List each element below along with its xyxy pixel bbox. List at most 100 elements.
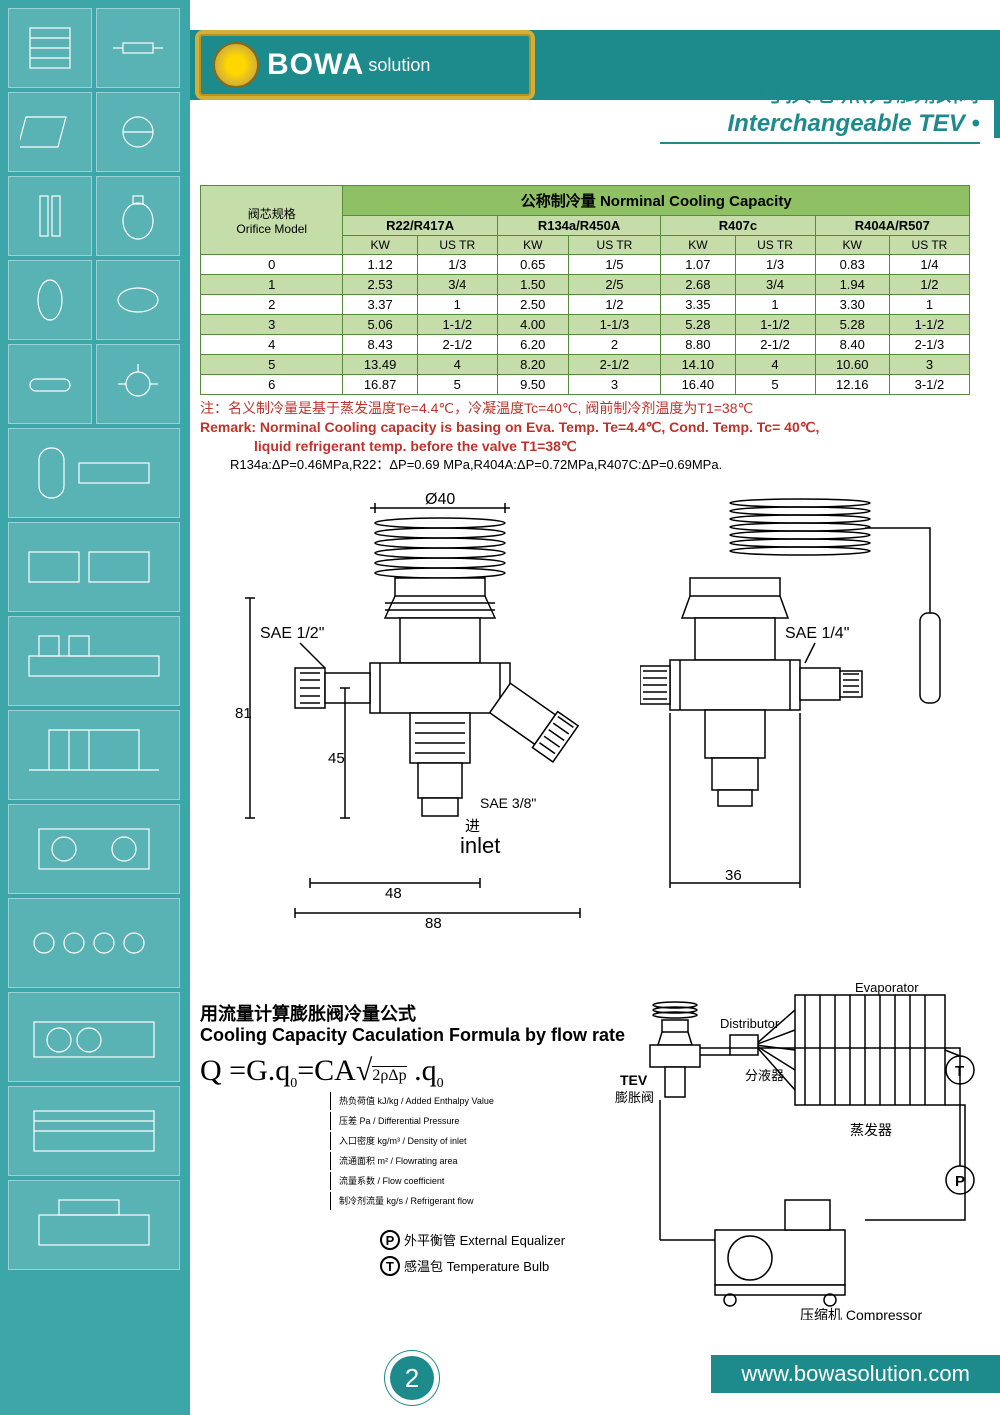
value-cell: 2-1/3 — [889, 335, 969, 355]
unit-header: KW — [343, 236, 417, 255]
unit-header: KW — [497, 236, 568, 255]
value-cell: 3.35 — [661, 295, 735, 315]
value-cell: 8.43 — [343, 335, 417, 355]
svg-text:分液器: 分液器 — [745, 1068, 784, 1083]
value-cell: 1 — [889, 295, 969, 315]
value-cell: 1.12 — [343, 255, 417, 275]
value-cell: 3 — [568, 375, 661, 395]
page-number: 2 — [390, 1356, 434, 1400]
value-cell: 2 — [568, 335, 661, 355]
svg-text:SAE 1/4": SAE 1/4" — [785, 625, 849, 642]
value-cell: 1.94 — [815, 275, 889, 295]
value-cell: 3/4 — [735, 275, 815, 295]
value-cell: 1/4 — [889, 255, 969, 275]
value-cell: 1-1/2 — [417, 315, 497, 335]
svg-text:压缩机 Compressor: 压缩机 Compressor — [800, 1307, 922, 1320]
value-cell: 0.83 — [815, 255, 889, 275]
value-cell: 3 — [889, 355, 969, 375]
page-title: 可换芯热力膨胀阀 Interchangeable TEV — [660, 70, 980, 144]
value-cell: 2.50 — [497, 295, 568, 315]
value-cell: 1/2 — [568, 295, 661, 315]
valve-side-view: SAE 1/4" 36 — [640, 488, 970, 938]
note-zh: 注：名义制冷量是基于蒸发温度Te=4.4℃，冷凝温度Tc=40℃, 阀前制冷剂温… — [200, 399, 980, 418]
sidebar-thumb — [96, 8, 180, 88]
svg-text:36: 36 — [725, 867, 742, 884]
model-cell: 6 — [201, 375, 343, 395]
value-cell: 4 — [417, 355, 497, 375]
sidebar — [0, 0, 190, 1415]
value-cell: 1/3 — [417, 255, 497, 275]
sidebar-thumb — [8, 522, 180, 612]
value-cell: 8.20 — [497, 355, 568, 375]
sidebar-thumb — [96, 260, 180, 340]
svg-text:48: 48 — [385, 885, 402, 902]
sidebar-thumb — [8, 898, 180, 988]
table-notes: 注：名义制冷量是基于蒸发温度Te=4.4℃，冷凝温度Tc=40℃, 阀前制冷剂温… — [200, 399, 980, 473]
value-cell: 2.53 — [343, 275, 417, 295]
refrigerant-header: R404A/R507 — [815, 216, 969, 236]
value-cell: 1/5 — [568, 255, 661, 275]
unit-header: US TR — [889, 236, 969, 255]
svg-text:P: P — [955, 1173, 965, 1190]
footer: 2 www.bowasolution.com — [190, 1355, 1000, 1415]
value-cell: 1-1/3 — [568, 315, 661, 335]
unit-header: US TR — [417, 236, 497, 255]
svg-text:88: 88 — [425, 915, 442, 932]
table-row: 23.3712.501/23.3513.301 — [201, 295, 970, 315]
sidebar-thumb — [96, 344, 180, 424]
table-row: 12.533/41.502/52.683/41.941/2 — [201, 275, 970, 295]
value-cell: 12.16 — [815, 375, 889, 395]
value-cell: 3.30 — [815, 295, 889, 315]
sidebar-thumb — [8, 428, 180, 518]
value-cell: 6.20 — [497, 335, 568, 355]
value-cell: 3/4 — [417, 275, 497, 295]
sidebar-thumb — [96, 92, 180, 172]
logo: BOWA solution — [195, 30, 535, 100]
svg-text:45: 45 — [328, 750, 345, 767]
value-cell: 3-1/2 — [889, 375, 969, 395]
sidebar-thumb — [8, 616, 180, 706]
table-row: 616.8759.50316.40512.163-1/2 — [201, 375, 970, 395]
value-cell: 8.80 — [661, 335, 735, 355]
table-corner: 阀芯规格Orifice Model — [201, 186, 343, 255]
logo-brand: BOWA — [267, 48, 364, 82]
svg-text:Ø40: Ø40 — [425, 491, 455, 508]
sidebar-thumb — [8, 992, 180, 1082]
value-cell: 5.06 — [343, 315, 417, 335]
refrigerant-header: R407c — [661, 216, 815, 236]
svg-text:81: 81 — [235, 705, 252, 722]
valve-diagrams: Ø40 SAE 1/2" — [200, 488, 970, 948]
model-cell: 3 — [201, 315, 343, 335]
unit-header: US TR — [735, 236, 815, 255]
value-cell: 14.10 — [661, 355, 735, 375]
unit-header: US TR — [568, 236, 661, 255]
value-cell: 2-1/2 — [417, 335, 497, 355]
sidebar-thumb — [8, 8, 92, 88]
footer-url: www.bowasolution.com — [711, 1355, 1000, 1393]
title-zh: 可换芯热力膨胀阀 — [660, 70, 980, 110]
table-row: 513.4948.202-1/214.10410.603 — [201, 355, 970, 375]
table-main-header: 公称制冷量 Norminal Cooling Capacity — [343, 186, 970, 216]
title-accent-bar — [994, 68, 1000, 138]
value-cell: 5 — [735, 375, 815, 395]
title-en: Interchangeable TEV — [660, 110, 980, 138]
logo-medal-icon — [213, 42, 259, 88]
table-row: 35.061-1/24.001-1/35.281-1/25.281-1/2 — [201, 315, 970, 335]
value-cell: 1/2 — [889, 275, 969, 295]
sidebar-thumb — [8, 344, 92, 424]
sidebar-thumb — [8, 92, 92, 172]
svg-text:Evaporator: Evaporator — [855, 980, 919, 995]
value-cell: 1-1/2 — [735, 315, 815, 335]
value-cell: 5.28 — [661, 315, 735, 335]
note-en1: Remark: Norminal Cooling capacity is bas… — [200, 418, 980, 437]
table-row: 01.121/30.651/51.071/30.831/4 — [201, 255, 970, 275]
unit-header: KW — [661, 236, 735, 255]
svg-text:Distributor: Distributor — [720, 1016, 780, 1031]
model-cell: 1 — [201, 275, 343, 295]
value-cell: 8.40 — [815, 335, 889, 355]
refrigerant-header: R22/R417A — [343, 216, 497, 236]
value-cell: 2.68 — [661, 275, 735, 295]
value-cell: 1 — [735, 295, 815, 315]
value-cell: 1.50 — [497, 275, 568, 295]
unit-header: KW — [815, 236, 889, 255]
